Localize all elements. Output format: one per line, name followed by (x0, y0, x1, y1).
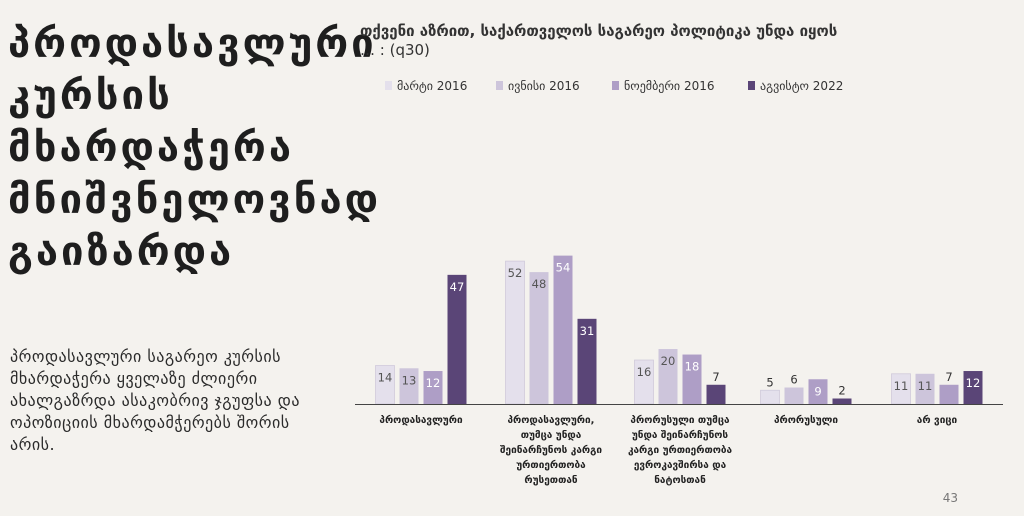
bar (447, 274, 467, 404)
category-label: პროდასავლური, (508, 414, 595, 426)
category-label: პრორუსული (774, 414, 838, 426)
bar (529, 272, 549, 404)
bar (760, 389, 780, 405)
slide-body-text: პროდასავლური საგარეო კურსის მხარდაჭერა ყ… (10, 347, 300, 454)
category-label: ევროკავშირსა და (634, 459, 727, 471)
bar (505, 260, 525, 405)
category-label: არ ვიცი (917, 414, 958, 426)
bar (682, 354, 702, 404)
data-label: 12 (966, 376, 981, 390)
data-label: 52 (508, 266, 523, 280)
headline-line: გაიზარდა (8, 229, 235, 275)
bar (553, 255, 573, 404)
legend-label: აგვისტო 2022 (760, 79, 843, 93)
legend-label: ივნისი 2016 (508, 79, 580, 93)
legend-swatch (612, 81, 619, 90)
data-label: 2 (838, 384, 845, 398)
legend-swatch (496, 81, 503, 90)
category-label: თუმცა უნდა (521, 429, 582, 441)
bar (399, 368, 419, 404)
data-label: 7 (712, 370, 719, 384)
data-label: 20 (661, 354, 676, 368)
chart-title-block: თქვენი აზრით, საქართველოს საგარეო პოლიტი… (360, 22, 920, 60)
data-label: 54 (556, 261, 571, 275)
data-label: 11 (894, 379, 909, 393)
data-label: 11 (918, 379, 933, 393)
chart-subtitle: … : (q30) (360, 41, 430, 59)
chart-title: თქვენი აზრით, საქართველოს საგარეო პოლიტი… (360, 22, 838, 40)
data-label: 6 (790, 373, 797, 387)
data-label: 16 (637, 365, 652, 379)
headline-line: მნიშვნელოვნად (8, 177, 381, 223)
bar (832, 398, 852, 404)
category-label: შეინარჩუნოს კარგი (500, 444, 602, 456)
bar (915, 373, 935, 404)
data-label: 14 (378, 371, 393, 385)
category-label: პრორუსული თუმცა (630, 414, 730, 426)
headline-line: კურსის (8, 73, 173, 119)
category-label: ურთიერთობა (516, 459, 586, 471)
data-label: 12 (426, 376, 441, 390)
data-label: 47 (450, 280, 465, 294)
bar (577, 318, 597, 404)
legend-label: ნოემბერი 2016 (624, 79, 715, 93)
legend-label: მარტი 2016 (397, 79, 467, 93)
data-label: 5 (766, 375, 773, 389)
bar (939, 384, 959, 404)
category-label: რუსეთთან (524, 474, 577, 486)
category-label: პროდასავლური (379, 414, 463, 426)
bar (784, 387, 804, 404)
data-label: 13 (402, 373, 417, 387)
headline-line: მხარდაჭერა (8, 125, 294, 171)
category-label: ნატოსთან (654, 474, 706, 486)
category-label: უნდა შეინარჩუნოს (632, 429, 729, 441)
data-label: 48 (532, 277, 547, 291)
legend-swatch (385, 81, 392, 90)
bar (963, 371, 983, 404)
data-label: 31 (580, 324, 595, 338)
data-label: 7 (945, 370, 952, 384)
bar (808, 379, 828, 404)
headline-line: პროდასავლური (8, 21, 377, 67)
data-label: 18 (685, 360, 700, 374)
legend-swatch (748, 81, 755, 90)
bar (658, 349, 678, 404)
category-label: კარგი ურთიერთობა (628, 444, 733, 456)
data-label: 9 (814, 384, 821, 398)
page-number: 43 (942, 491, 958, 505)
bar (706, 384, 726, 404)
bar (423, 371, 443, 404)
slide-headline: პროდასავლური კურსის მხარდაჭერა მნიშვნელო… (8, 18, 381, 278)
